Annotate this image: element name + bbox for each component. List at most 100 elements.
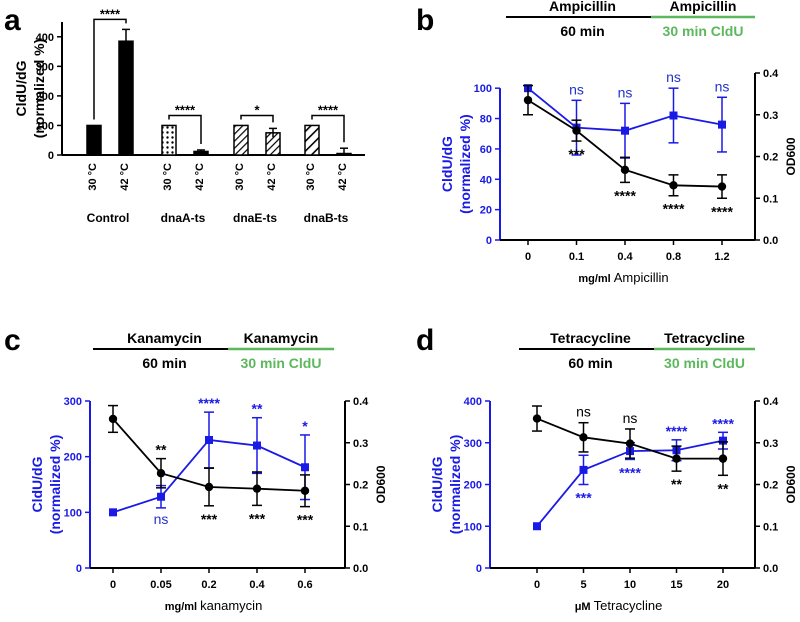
d-x-tick-label: 15 xyxy=(670,579,682,591)
b-marker-circle xyxy=(717,182,727,191)
b-right-tick-label: 0.1 xyxy=(763,193,778,205)
a-group-label-dnaA-ts: dnaA-ts xyxy=(161,211,206,225)
b-sig-label: **** xyxy=(614,187,636,203)
b-sig-label: **** xyxy=(663,201,685,217)
d-left-axis-label-sub: (normalized %) xyxy=(447,435,463,535)
panel-label-b: b xyxy=(416,4,434,37)
a-group-label-dnaE-ts: dnaE-ts xyxy=(233,211,277,225)
a-bar-dnaE-ts-0 xyxy=(233,124,249,156)
a-sig-label: **** xyxy=(175,102,196,117)
c-right-tick-label: 0.2 xyxy=(353,480,368,492)
a-bar-dnaA-ts-0 xyxy=(161,124,177,156)
d-sig-label: ns xyxy=(623,410,638,426)
d-x-tick-label: 10 xyxy=(624,579,636,591)
a-bar-Control-0 xyxy=(86,124,102,156)
c-left-tick-label: 200 xyxy=(64,452,82,464)
a-group-label-Control: Control xyxy=(87,211,130,225)
a-group-label-dnaB-ts: dnaB-ts xyxy=(304,211,349,225)
d-treatment-second-label: Tetracycline xyxy=(664,330,745,346)
c-sig-label: ns xyxy=(154,511,169,527)
panel-d-line-chart: Tetracycline Tetracycline 60 min 30 min Cld… xyxy=(429,330,798,613)
b-marker-circle xyxy=(523,95,533,105)
c-sig-label: **** xyxy=(198,395,220,411)
a-y-axis-label: CldU/dG xyxy=(13,60,29,116)
d-marker-circle xyxy=(625,439,635,448)
d-left-tick-label: 0 xyxy=(476,563,482,575)
d-marker-square xyxy=(533,522,541,531)
a-y-tick-label: 200 xyxy=(36,91,54,103)
b-left-tick-label: 40 xyxy=(480,174,492,186)
d-x-axis-label: μM Tetracycline xyxy=(575,598,663,613)
a-temp-label: 30 °C xyxy=(234,163,246,191)
d-x-tick-label: 20 xyxy=(717,579,729,591)
c-right-tick-label: 0.0 xyxy=(353,563,368,575)
b-right-tick-label: 0.3 xyxy=(763,110,778,122)
d-marker-square xyxy=(579,465,588,474)
b-treatment-second-time: 30 min CldU xyxy=(663,23,744,39)
a-temp-label: 42 °C xyxy=(337,163,349,191)
d-left-tick-label: 100 xyxy=(464,521,482,533)
b-right-axis-label: OD600 xyxy=(784,137,798,175)
a-y-tick-label: 100 xyxy=(36,120,54,132)
c-x-tick-label: 0.6 xyxy=(297,579,312,591)
b-left-tick-label: 20 xyxy=(480,205,492,217)
c-right-tick-label: 0.1 xyxy=(353,521,368,533)
c-left-axis-label-sub: (normalized %) xyxy=(47,435,63,535)
a-temp-label: 42 °C xyxy=(119,163,131,191)
b-marker-circle xyxy=(620,165,630,175)
b-x-tick-label: 1.2 xyxy=(714,251,729,263)
c-left-tick-label: 300 xyxy=(64,396,82,408)
b-left-tick-label: 60 xyxy=(480,144,492,156)
b-x-tick-label: 0.1 xyxy=(569,251,584,263)
b-treatment-first-time: 60 min xyxy=(560,23,604,39)
c-treatment-first-label: Kanamycin xyxy=(127,330,202,346)
c-sig-label: * xyxy=(302,418,308,434)
d-x-tick-label: 5 xyxy=(580,579,586,591)
panel-a-bar-chart: 0 100 200 300 400 CldU/dG (normalized %) 30 °C 4… xyxy=(13,6,365,225)
d-left-tick-label: 300 xyxy=(464,438,482,450)
a-bar-dnaB-ts-0 xyxy=(304,124,320,156)
a-temp-label: 42 °C xyxy=(266,163,278,191)
c-sig-label: *** xyxy=(249,510,266,526)
b-marker-square xyxy=(621,126,629,135)
c-x-tick-label: 0 xyxy=(110,579,116,591)
c-marker-circle xyxy=(156,469,166,478)
d-sig-label: ** xyxy=(671,476,682,492)
b-sig-label: ns xyxy=(666,69,681,85)
d-left-axis-label: CldU/dG xyxy=(429,456,445,512)
b-x-tick-label: 0.8 xyxy=(666,251,681,263)
d-x-tick-label: 0 xyxy=(534,579,540,591)
b-treatment-first-label: Ampicillin xyxy=(549,0,616,14)
d-sig-label: **** xyxy=(619,464,641,480)
c-marker-square xyxy=(253,441,261,450)
c-marker-square xyxy=(205,435,213,444)
d-right-tick-label: 0.4 xyxy=(763,396,779,408)
a-y-tick-label: 0 xyxy=(48,150,54,162)
c-sig-label: ** xyxy=(252,401,263,417)
c-marker-square xyxy=(109,508,117,517)
a-sig-bracket xyxy=(93,18,127,120)
b-x-axis-label: mg/ml Ampicillin xyxy=(578,270,668,285)
b-marker-circle xyxy=(572,126,581,135)
panel-b-line-chart: Ampicillin Ampicillin 60 min 30 min CldU 0 20… xyxy=(439,0,798,285)
panel-label-a: a xyxy=(4,4,21,37)
b-left-tick-label: 0 xyxy=(486,235,492,247)
b-marker-square xyxy=(669,111,678,120)
c-right-axis-label: OD600 xyxy=(374,465,388,503)
c-left-tick-label: 100 xyxy=(64,507,82,519)
d-left-tick-label: 200 xyxy=(464,480,482,492)
d-sig-label: ns xyxy=(576,404,591,420)
c-right-tick-label: 0.3 xyxy=(353,438,368,450)
d-right-tick-label: 0.1 xyxy=(763,521,778,533)
b-right-tick-label: 0.0 xyxy=(763,235,778,247)
a-y-tick-label: 300 xyxy=(36,61,54,73)
b-sig-label: *** xyxy=(568,146,585,162)
d-marker-circle xyxy=(672,454,681,463)
b-sig-label: ns xyxy=(569,81,584,97)
b-marker-square xyxy=(718,120,726,129)
panel-label-c: c xyxy=(4,324,21,357)
b-marker-circle xyxy=(669,181,678,190)
a-temp-label: 30 °C xyxy=(305,163,317,191)
c-marker-circle xyxy=(204,482,214,492)
